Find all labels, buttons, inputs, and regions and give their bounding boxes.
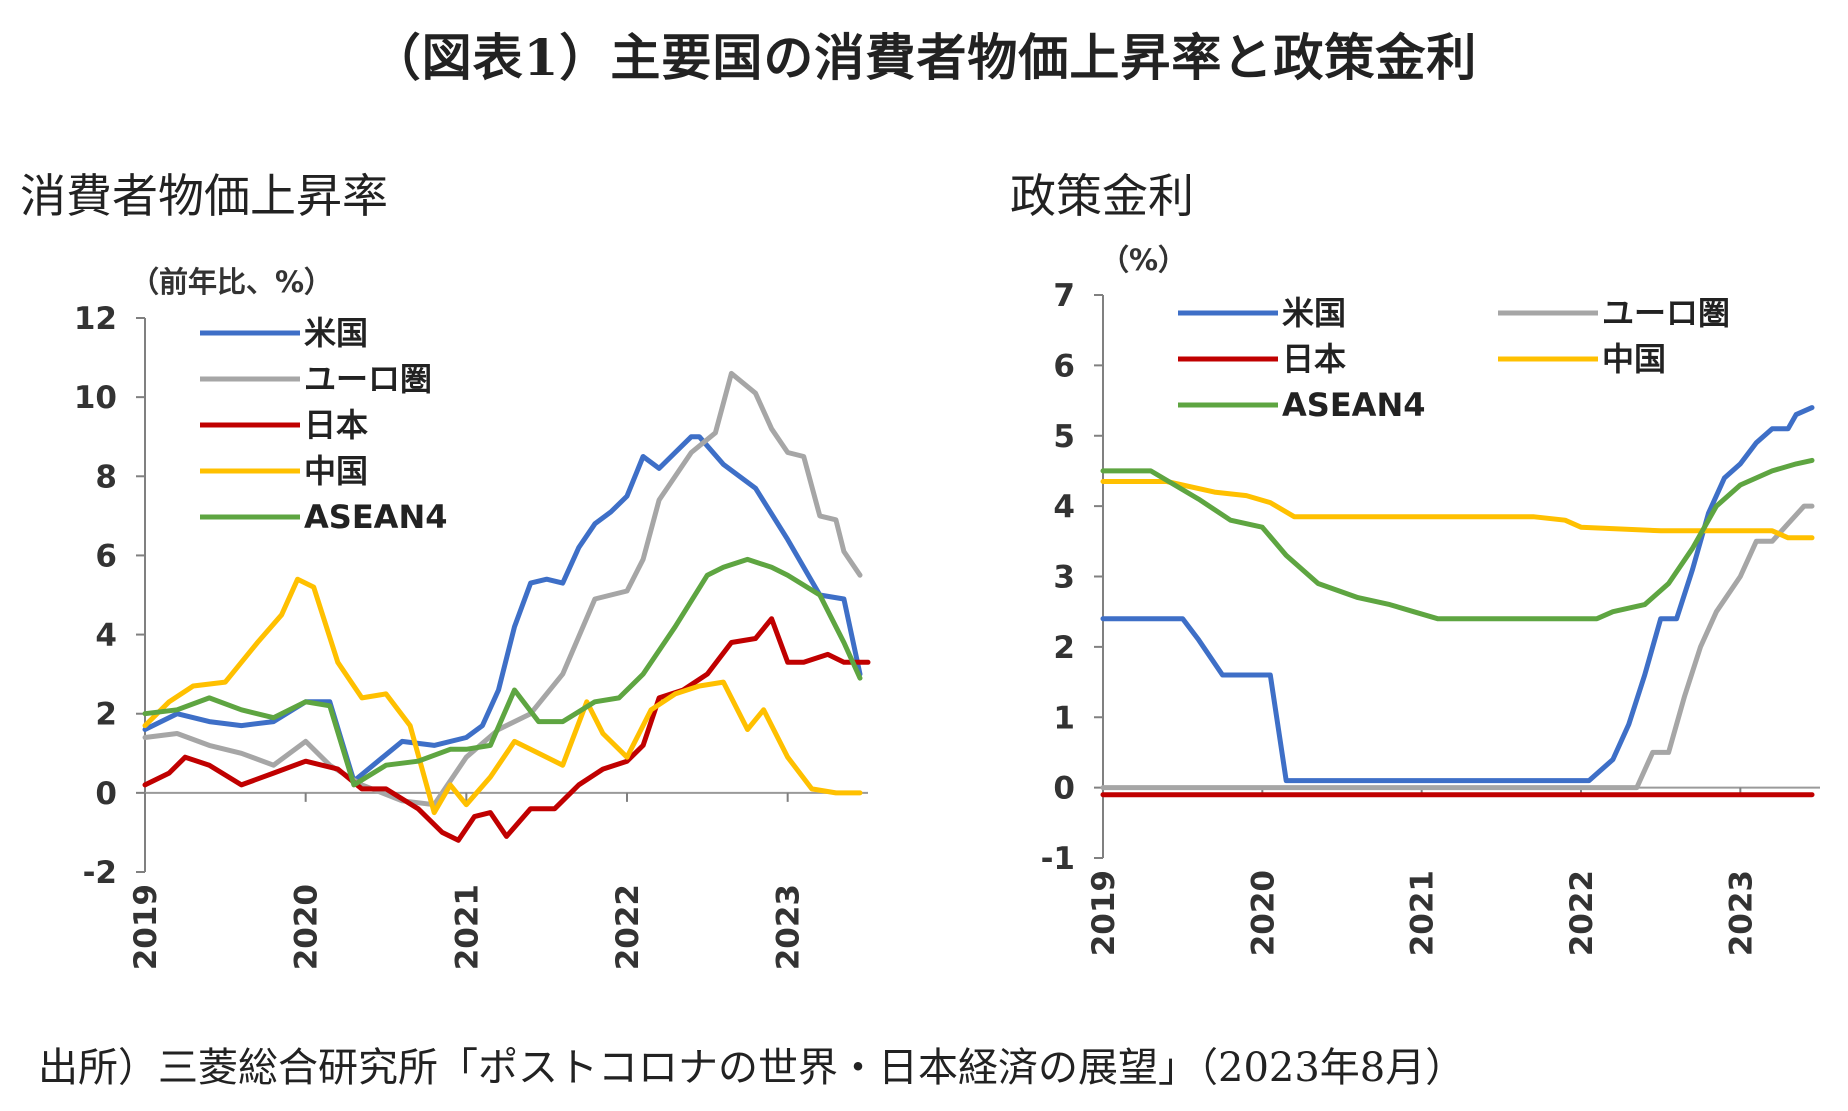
cpi-unit-label: （前年比、%）	[130, 265, 333, 299]
rate-legend-label-euro: ユーロ圏	[1602, 294, 1730, 332]
cpi-series-line-japan	[142, 616, 871, 843]
cpi-legend-label-asean: ASEAN4	[304, 498, 447, 536]
rate-series-line-china	[1100, 479, 1815, 541]
rate-series-line-us	[1100, 405, 1815, 784]
rate-x-tick-label: 2022	[1564, 870, 1600, 956]
cpi-y-tick-label: -2	[83, 855, 117, 891]
rate-y-tick-label: 2	[1053, 630, 1075, 666]
cpi-legend-label-china: 中国	[304, 452, 368, 490]
cpi-legend-label-euro: ユーロ圏	[304, 360, 432, 398]
rate-x-tick-label: 2021	[1405, 870, 1441, 956]
rate-series-line-asean	[1100, 457, 1815, 622]
rate-y-tick-label: 3	[1053, 560, 1075, 596]
rate-y-tick-label: 5	[1053, 419, 1075, 455]
rate-x-tick-label: 2020	[1245, 870, 1281, 956]
rate-legend-label-us: 米国	[1282, 294, 1346, 332]
rate-x-tick-label: 2023	[1723, 870, 1759, 956]
cpi-y-tick-label: 10	[74, 380, 117, 416]
rate-y-tick-label: -1	[1041, 841, 1075, 877]
rate-legend-label-asean: ASEAN4	[1282, 386, 1425, 424]
cpi-series-line-euro	[142, 370, 863, 808]
cpi-y-tick-label: 4	[95, 618, 117, 654]
rate-legend-label-china: 中国	[1602, 340, 1666, 378]
rate-y-tick-label: 6	[1053, 348, 1075, 384]
cpi-y-tick-label: 6	[95, 538, 117, 574]
cpi-series-line-china	[142, 576, 863, 816]
rate-series-line-euro	[1100, 503, 1815, 791]
rate-y-tick-label: 0	[1053, 771, 1075, 807]
rate-chart-title: 政策金利	[1010, 169, 1194, 223]
cpi-x-tick-label: 2023	[771, 884, 807, 970]
rate-unit-label: （%）	[1100, 243, 1187, 277]
rate-y-tick-label: 4	[1053, 489, 1075, 525]
cpi-x-tick-label: 2021	[449, 884, 485, 970]
rate-x-tick-label: 2019	[1086, 870, 1122, 956]
cpi-y-tick-label: 12	[74, 301, 117, 337]
cpi-x-tick-label: 2022	[610, 884, 646, 970]
cpi-legend-label-us: 米国	[304, 314, 368, 352]
source-note: 出所）三菱総合研究所「ポストコロナの世界・日本経済の展望」（2023年8月）	[38, 1045, 1466, 1091]
rate-legend-label-japan: 日本	[1282, 340, 1346, 378]
cpi-series-line-asean	[142, 556, 863, 788]
cpi-x-tick-label: 2020	[289, 884, 325, 970]
cpi-x-tick-label: 2019	[128, 884, 164, 970]
cpi-y-tick-label: 0	[95, 776, 117, 812]
page-title: （図表1）主要国の消費者物価上昇率と政策金利	[370, 28, 1478, 87]
cpi-legend-label-japan: 日本	[304, 406, 368, 444]
rate-y-tick-label: 7	[1053, 278, 1075, 314]
cpi-chart-title: 消費者物価上昇率	[20, 169, 388, 223]
cpi-y-tick-label: 8	[95, 459, 117, 495]
rate-y-tick-label: 1	[1053, 700, 1075, 736]
cpi-y-tick-label: 2	[95, 697, 117, 733]
